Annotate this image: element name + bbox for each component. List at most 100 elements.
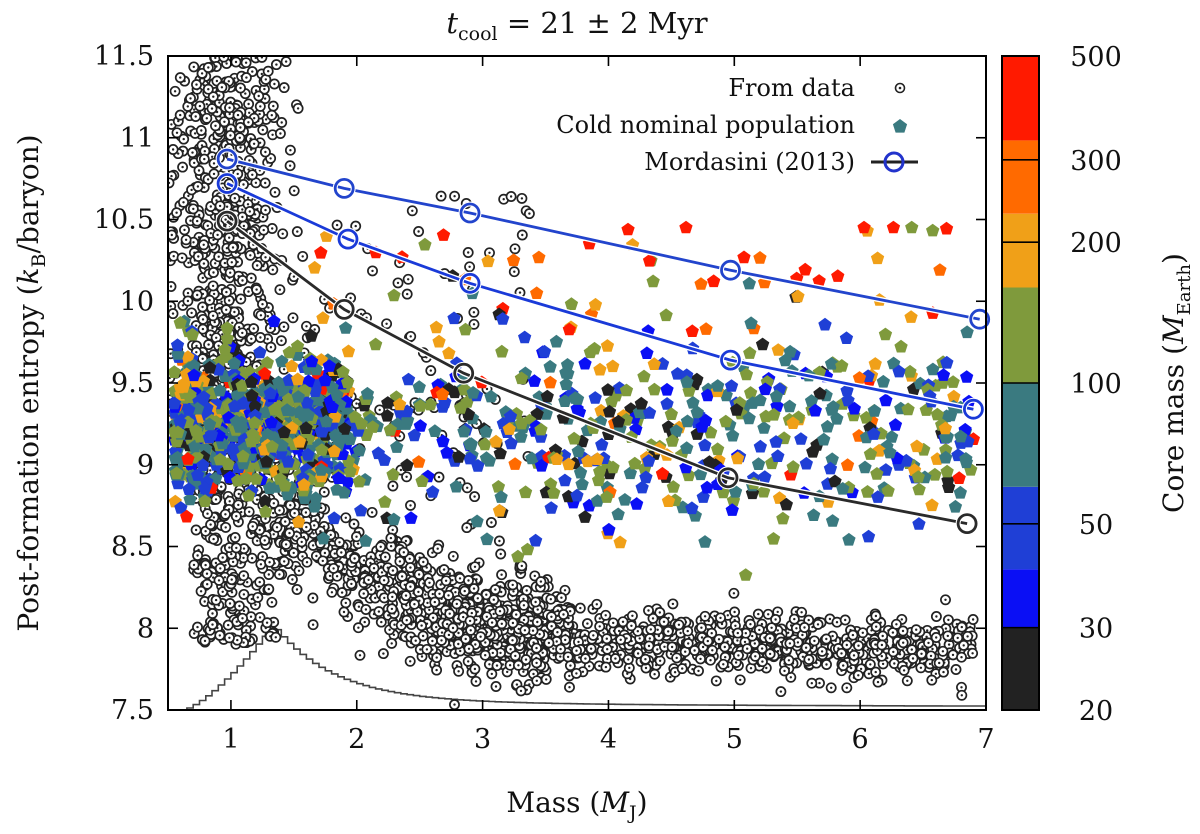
data-point — [511, 651, 520, 660]
data-point — [428, 636, 437, 645]
data-point — [734, 651, 743, 660]
data-point — [644, 606, 653, 615]
data-point — [270, 79, 279, 88]
data-point — [514, 661, 523, 670]
data-point — [435, 589, 444, 598]
data-point — [264, 67, 273, 76]
x-tick-label: 2 — [348, 724, 365, 755]
data-point — [440, 565, 449, 574]
data-point — [214, 576, 223, 585]
data-point — [193, 623, 202, 632]
data-point — [402, 472, 411, 481]
data-point — [169, 145, 178, 154]
data-point — [510, 244, 519, 253]
data-point — [900, 666, 909, 675]
data-point — [932, 612, 941, 621]
x-tick-label: 7 — [977, 724, 994, 755]
data-point — [491, 682, 500, 691]
data-point — [572, 646, 581, 655]
data-point — [935, 658, 944, 667]
data-point — [270, 188, 279, 197]
data-point — [450, 700, 459, 709]
data-point — [205, 296, 214, 305]
data-point — [426, 366, 435, 375]
data-point — [222, 288, 231, 297]
data-point — [404, 275, 413, 284]
data-point — [473, 594, 482, 603]
data-point — [754, 610, 763, 619]
data-point — [248, 554, 257, 563]
data-point — [231, 57, 240, 66]
data-point — [701, 612, 710, 621]
data-point — [532, 676, 541, 685]
data-point — [432, 666, 441, 675]
data-point — [927, 676, 936, 685]
data-point — [957, 691, 966, 700]
data-point — [182, 235, 191, 244]
data-point — [246, 251, 255, 260]
data-point — [252, 285, 261, 294]
data-point — [565, 683, 574, 692]
data-point — [180, 225, 189, 234]
data-point — [183, 296, 192, 305]
data-point — [403, 290, 412, 299]
data-point — [386, 534, 395, 543]
data-point — [216, 564, 225, 573]
data-point — [432, 653, 441, 662]
data-point — [532, 658, 541, 667]
data-point — [694, 666, 703, 675]
data-point — [481, 651, 490, 660]
data-point — [592, 600, 601, 609]
data-point — [359, 589, 368, 598]
data-point — [854, 671, 863, 680]
data-point — [784, 656, 793, 665]
data-point — [470, 492, 479, 501]
data-point — [889, 647, 898, 656]
x-tick-label: 4 — [600, 724, 617, 755]
data-point — [369, 564, 378, 573]
data-point — [668, 599, 677, 608]
data-point — [198, 315, 207, 324]
data-point — [576, 604, 585, 613]
data-point — [406, 332, 415, 341]
data-point — [245, 507, 254, 516]
data-point — [187, 308, 196, 317]
data-point — [672, 653, 681, 662]
data-point — [487, 669, 496, 678]
data-point — [470, 664, 479, 673]
data-point — [476, 632, 485, 641]
data-point — [516, 686, 525, 695]
data-point — [646, 625, 655, 634]
data-point — [827, 683, 836, 692]
y-tick-label: 7.5 — [111, 695, 154, 726]
data-point — [544, 638, 553, 647]
data-point — [380, 576, 389, 585]
data-point — [297, 537, 306, 546]
data-point — [201, 561, 210, 570]
data-point — [266, 343, 275, 352]
data-point — [470, 562, 479, 571]
data-point — [188, 148, 197, 157]
data-point — [437, 192, 446, 201]
data-point — [226, 268, 235, 277]
data-point — [259, 226, 268, 235]
data-point — [302, 558, 311, 567]
data-point — [256, 560, 265, 569]
data-point — [469, 308, 478, 317]
data-point — [683, 627, 692, 636]
data-point — [561, 635, 570, 644]
data-point — [222, 305, 231, 314]
data-point — [253, 593, 262, 602]
data-point — [464, 248, 473, 257]
data-point — [355, 651, 364, 660]
data-point — [564, 652, 573, 661]
data-point — [822, 660, 831, 669]
data-point — [178, 253, 187, 262]
data-point — [258, 300, 267, 309]
data-point — [684, 639, 693, 648]
data-point — [377, 618, 386, 627]
data-point — [495, 607, 504, 616]
data-point — [507, 192, 516, 201]
data-point — [425, 578, 434, 587]
data-point — [286, 146, 295, 155]
